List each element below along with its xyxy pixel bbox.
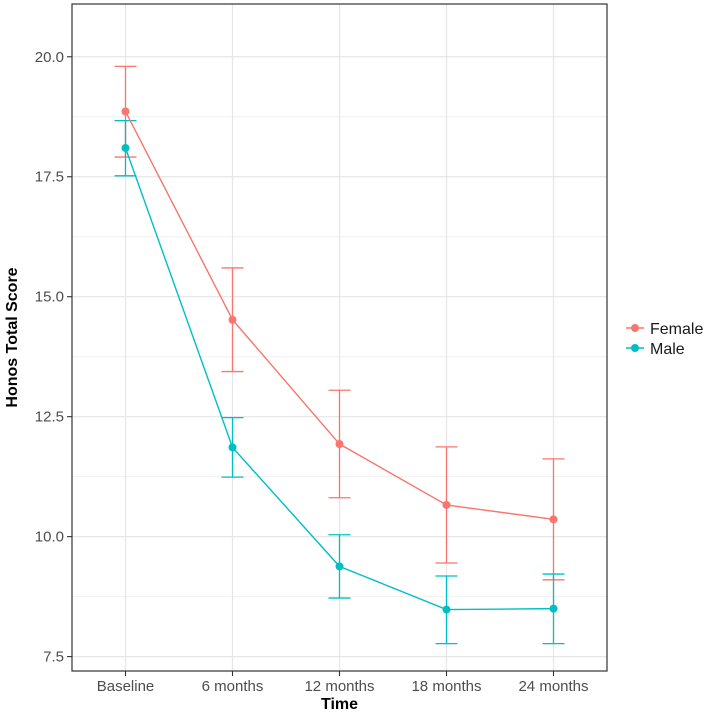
female-data-point — [121, 107, 130, 116]
female-data-point — [549, 515, 558, 524]
data-points — [121, 107, 558, 614]
female-data-point — [228, 315, 237, 324]
legend-label: Male — [650, 341, 685, 358]
male-data-point — [442, 605, 451, 614]
legend-key-point — [631, 324, 639, 332]
x-tick-label: 24 months — [518, 678, 588, 695]
male-data-point — [121, 143, 130, 152]
legend-item-male: Male — [626, 341, 685, 358]
y-tick-label: 10.0 — [35, 529, 64, 546]
y-axis-title: Honos Total Score — [4, 267, 21, 407]
female-data-point — [442, 500, 451, 509]
x-tick-label: 18 months — [411, 678, 481, 695]
x-tick-label: Baseline — [97, 678, 155, 695]
y-axis-ticks: 7.5 10.0 12.5 15.0 17.5 20.0 — [35, 49, 72, 666]
legend: Female Male — [626, 321, 703, 358]
legend-item-female: Female — [626, 321, 703, 338]
x-axis-title: Time — [321, 696, 358, 713]
y-tick-label: 20.0 — [35, 49, 64, 66]
female-data-point — [335, 440, 344, 449]
male-data-point — [335, 562, 344, 571]
x-tick-label: 6 months — [202, 678, 264, 695]
x-axis-ticks: Baseline 6 months 12 months 18 months 24 mon… — [97, 671, 589, 695]
legend-key-point — [631, 344, 639, 352]
male-data-point — [549, 604, 558, 613]
legend-label: Female — [650, 321, 703, 338]
x-tick-label: 12 months — [304, 678, 374, 695]
male-data-point — [228, 443, 237, 452]
y-tick-label: 7.5 — [43, 649, 64, 666]
y-tick-label: 17.5 — [35, 169, 64, 186]
y-tick-label: 12.5 — [35, 409, 64, 426]
y-tick-label: 15.0 — [35, 289, 64, 306]
